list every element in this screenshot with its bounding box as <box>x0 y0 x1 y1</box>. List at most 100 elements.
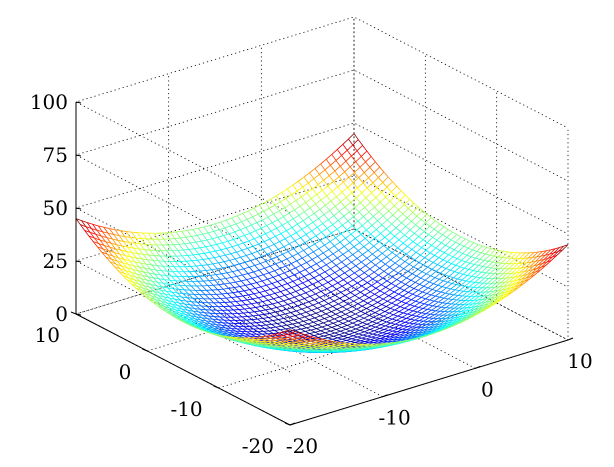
mesh-segment <box>175 231 181 239</box>
mesh-segment <box>205 270 211 276</box>
mesh-segment <box>418 257 425 263</box>
mesh-segment <box>386 330 393 334</box>
mesh-segment <box>346 150 352 157</box>
mesh-segment <box>420 316 425 318</box>
mesh-segment <box>96 229 103 233</box>
mesh-segment <box>177 250 183 257</box>
mesh-segment <box>163 282 169 285</box>
mesh-segment <box>292 253 299 257</box>
mesh-segment <box>416 315 421 318</box>
mesh-segment <box>380 256 387 262</box>
mesh-segment <box>370 233 376 239</box>
mesh-segment <box>423 334 430 337</box>
mesh-segment <box>285 287 292 291</box>
mesh-segment <box>412 337 418 340</box>
mesh-segment <box>278 249 283 255</box>
mesh-segment <box>196 235 202 242</box>
mesh-segment <box>375 197 381 203</box>
mesh-segment <box>280 230 287 234</box>
mesh-segment <box>383 266 390 272</box>
mesh-segment <box>429 295 436 301</box>
mesh-segment <box>320 313 326 317</box>
mesh-segment <box>147 276 153 282</box>
mesh-segment <box>444 252 449 256</box>
mesh-segment <box>450 288 456 291</box>
mesh-segment <box>448 249 455 256</box>
mesh-segment <box>265 308 272 311</box>
mesh-segment <box>146 238 152 246</box>
mesh-segment <box>416 291 423 297</box>
mesh-segment <box>467 274 472 277</box>
mesh-segment <box>323 179 329 187</box>
mesh-segment <box>340 197 347 203</box>
mesh-segment <box>255 227 262 232</box>
mesh-segment <box>192 281 197 287</box>
mesh-segment <box>194 247 201 250</box>
mesh-segment <box>118 257 123 264</box>
mesh-segment <box>294 205 301 211</box>
mesh-segment <box>331 232 336 239</box>
mesh-segment <box>376 182 383 189</box>
mesh-segment <box>446 231 453 238</box>
mesh-segment <box>173 301 180 304</box>
mesh-segment <box>139 266 144 273</box>
mesh-segment <box>249 289 255 295</box>
mesh-segment <box>364 202 371 208</box>
mesh-segment <box>391 283 396 287</box>
mesh-segment <box>402 275 407 279</box>
mesh-segment <box>179 243 185 245</box>
mesh-segment <box>490 248 496 251</box>
mesh-segment <box>328 249 334 255</box>
mesh-segment <box>414 259 420 263</box>
mesh-segment <box>146 291 153 295</box>
mesh-segment <box>426 268 433 275</box>
mesh-segment <box>421 242 428 248</box>
mesh-segment <box>423 259 430 266</box>
mesh-segment <box>170 294 177 297</box>
mesh-segment <box>261 225 267 229</box>
mesh-segment <box>272 248 279 253</box>
mesh-segment <box>449 241 456 248</box>
mesh-segment <box>417 206 423 211</box>
mesh-segment <box>234 320 240 324</box>
mesh-segment <box>293 300 300 303</box>
mesh-segment <box>364 167 371 173</box>
mesh-segment <box>119 235 125 237</box>
mesh-segment <box>308 247 314 253</box>
mesh-segment <box>160 289 166 295</box>
mesh-segment <box>365 325 372 329</box>
mesh-segment <box>140 278 147 281</box>
mesh-segment <box>417 269 423 273</box>
mesh-segment <box>489 254 495 257</box>
mesh-segment <box>347 220 353 226</box>
mesh-segment <box>228 233 234 240</box>
mesh-segment <box>403 309 410 314</box>
mesh-segment <box>150 244 156 251</box>
mesh-segment <box>111 258 117 265</box>
mesh-segment <box>446 237 452 241</box>
mesh-segment <box>321 231 327 238</box>
mesh-segment <box>354 207 360 213</box>
mesh-segment <box>221 324 228 327</box>
mesh-segment <box>404 229 411 236</box>
mesh-segment <box>212 318 219 321</box>
mesh-segment <box>368 211 374 217</box>
mesh-segment <box>264 312 270 315</box>
mesh-segment <box>385 191 392 198</box>
mesh-segment <box>182 276 188 282</box>
mesh-segment <box>390 307 395 311</box>
mesh-segment <box>264 290 270 296</box>
mesh-segment <box>296 308 303 312</box>
mesh-segment <box>367 245 374 251</box>
mesh-segment <box>227 309 233 315</box>
mesh-segment <box>445 244 451 248</box>
mesh-segment <box>324 332 330 335</box>
mesh-segment <box>470 291 477 297</box>
mesh-segment <box>130 256 137 259</box>
mesh-segment <box>339 316 345 320</box>
mesh-segment <box>326 326 332 330</box>
mesh-segment <box>482 261 489 267</box>
mesh-segment <box>128 277 135 281</box>
mesh-segment <box>385 223 392 230</box>
mesh-segment <box>364 329 371 333</box>
